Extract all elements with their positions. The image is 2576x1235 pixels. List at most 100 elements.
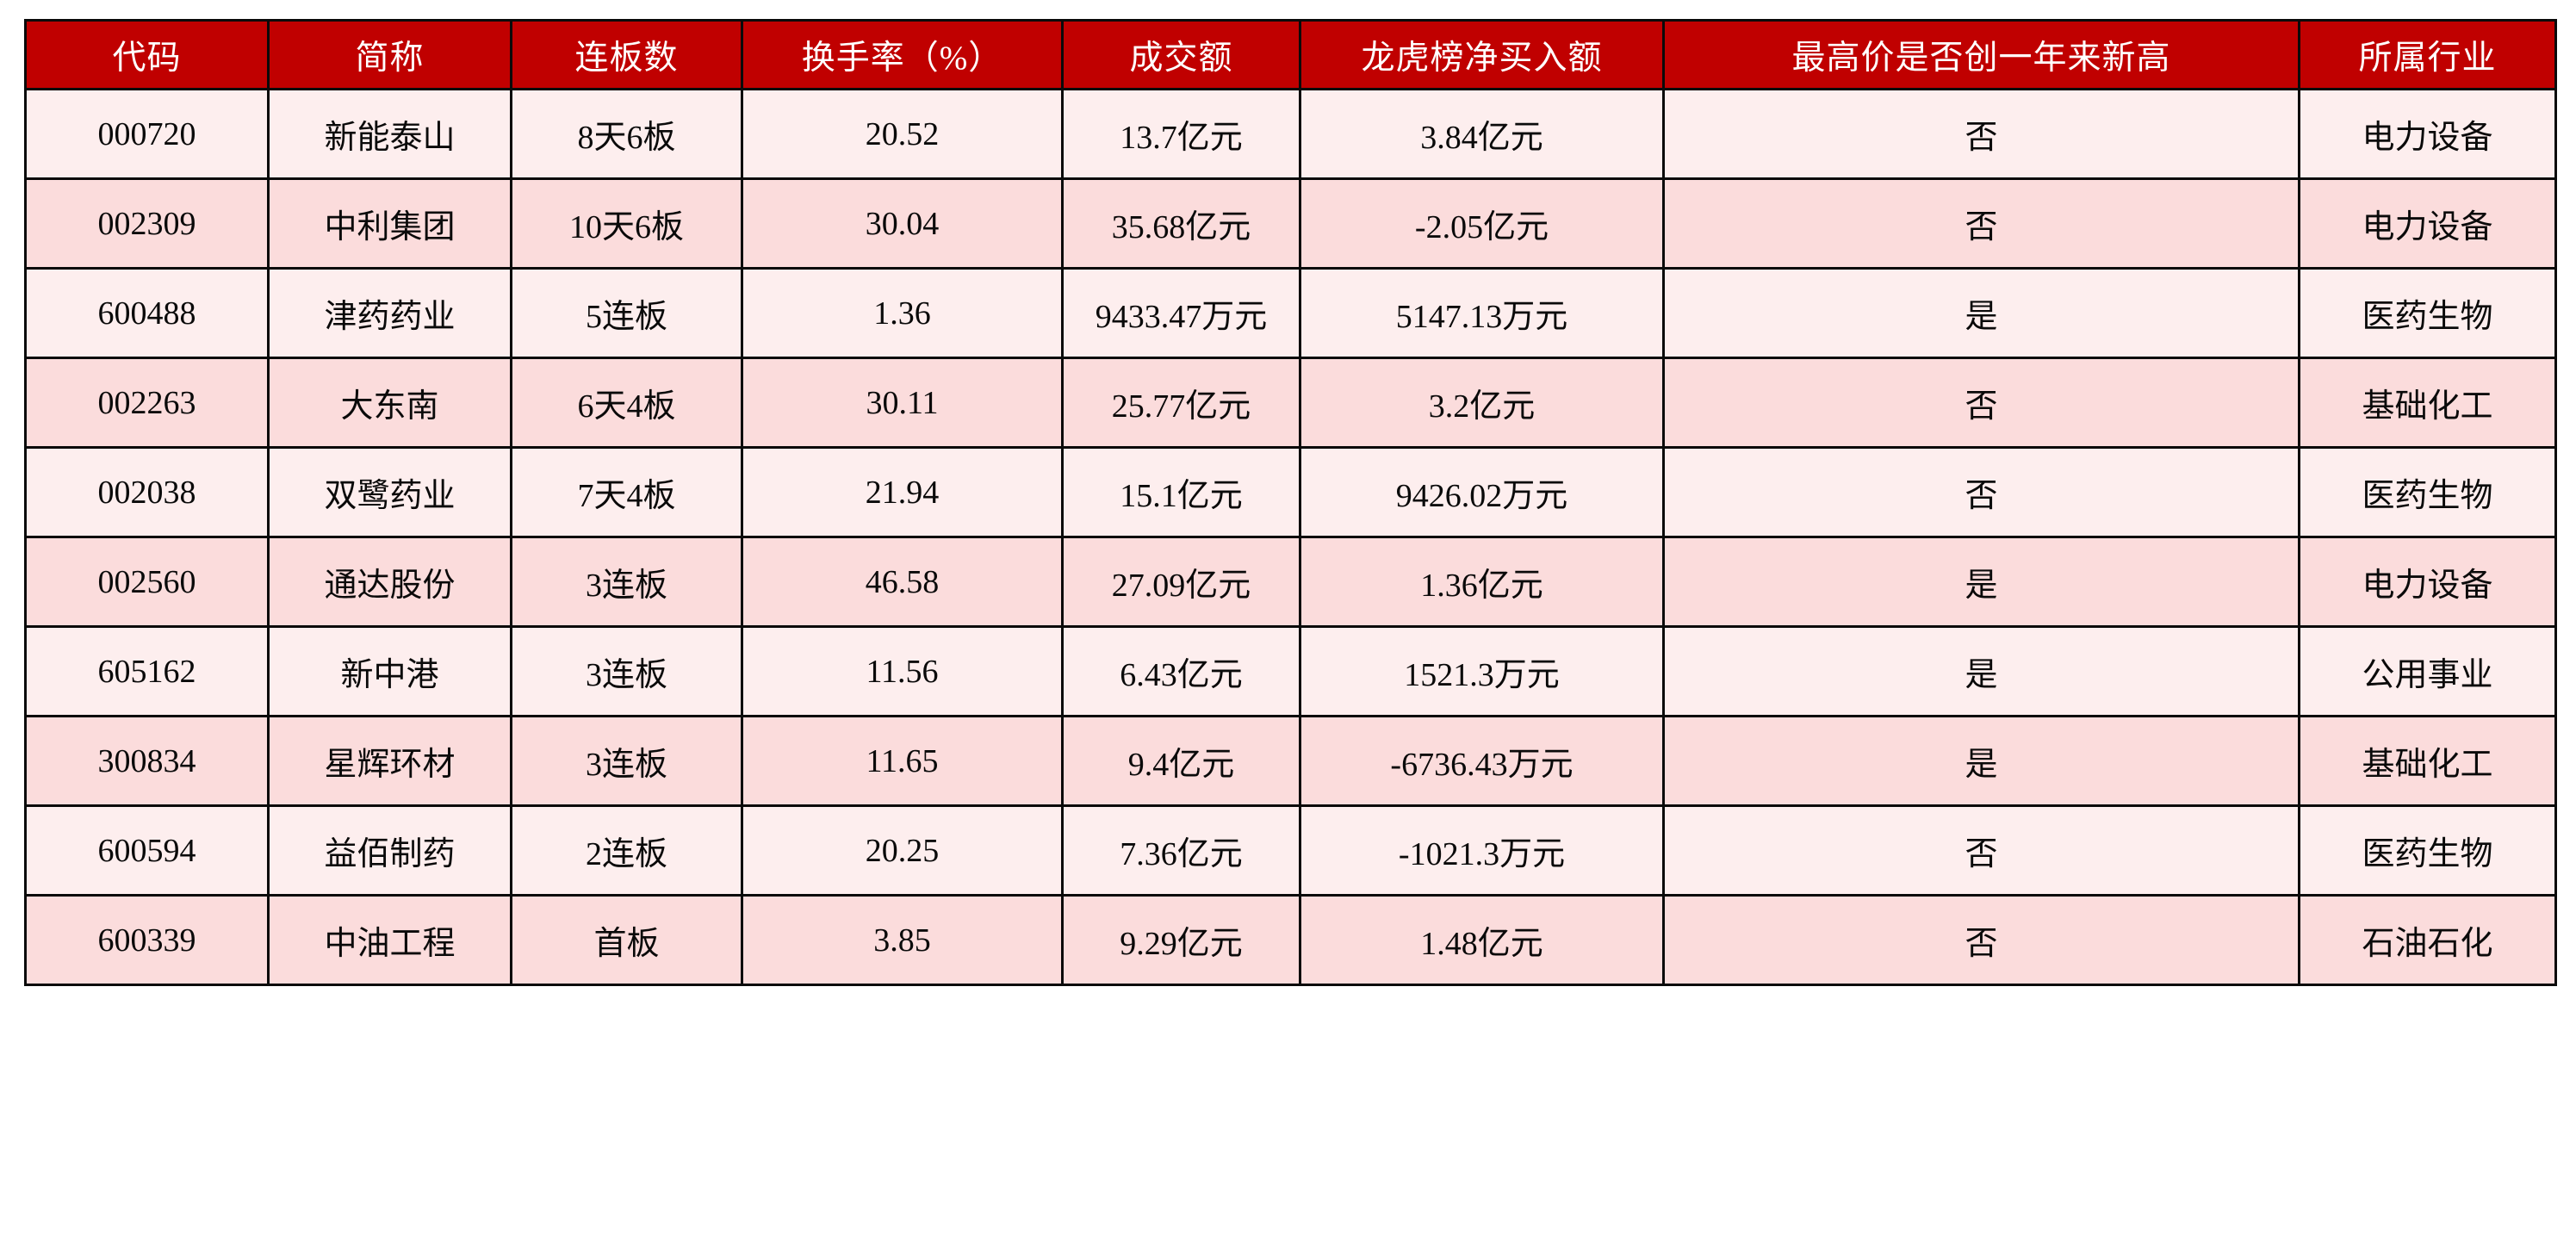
cell-industry: 公用事业 [2298, 625, 2557, 717]
cell-boards: 3连板 [510, 625, 743, 717]
cell-new-high: 否 [1662, 177, 2300, 270]
cell-boards: 7天4板 [510, 446, 743, 538]
column-header-industry[interactable]: 所属行业 [2298, 19, 2557, 90]
cell-boards: 首板 [510, 894, 743, 986]
cell-amount: 13.7亿元 [1061, 88, 1301, 180]
table-row[interactable]: 002038 双鹭药业 7天4板 21.94 15.1亿元 9426.02万元 … [24, 446, 2557, 538]
cell-new-high: 是 [1662, 536, 2300, 628]
cell-amount: 9.29亿元 [1061, 894, 1301, 986]
cell-lhb-net-buy: 1.48亿元 [1299, 894, 1665, 986]
cell-amount: 6.43亿元 [1061, 625, 1301, 717]
cell-code: 002263 [24, 357, 270, 449]
cell-boards: 8天6板 [510, 88, 743, 180]
cell-lhb-net-buy: 1521.3万元 [1299, 625, 1665, 717]
column-header-new-high[interactable]: 最高价是否创一年来新高 [1662, 19, 2300, 90]
cell-industry: 石油石化 [2298, 894, 2557, 986]
cell-code: 002309 [24, 177, 270, 270]
cell-turnover-rate: 3.85 [741, 894, 1064, 986]
table-body: 000720 新能泰山 8天6板 20.52 13.7亿元 3.84亿元 否 电… [24, 88, 2557, 986]
cell-amount: 9.4亿元 [1061, 715, 1301, 807]
cell-code: 000720 [24, 88, 270, 180]
cell-turnover-rate: 11.56 [741, 625, 1064, 717]
cell-name: 大东南 [267, 357, 512, 449]
cell-new-high: 否 [1662, 804, 2300, 897]
cell-amount: 15.1亿元 [1061, 446, 1301, 538]
cell-name: 新能泰山 [267, 88, 512, 180]
cell-boards: 10天6板 [510, 177, 743, 270]
table-row[interactable]: 000720 新能泰山 8天6板 20.52 13.7亿元 3.84亿元 否 电… [24, 88, 2557, 180]
cell-industry: 医药生物 [2298, 804, 2557, 897]
cell-code: 600339 [24, 894, 270, 986]
cell-boards: 3连板 [510, 536, 743, 628]
cell-boards: 3连板 [510, 715, 743, 807]
table-row[interactable]: 600339 中油工程 首板 3.85 9.29亿元 1.48亿元 否 石油石化 [24, 894, 2557, 986]
cell-code: 600488 [24, 267, 270, 359]
cell-name: 益佰制药 [267, 804, 512, 897]
cell-code: 002038 [24, 446, 270, 538]
cell-turnover-rate: 30.04 [741, 177, 1064, 270]
cell-amount: 27.09亿元 [1061, 536, 1301, 628]
column-header-amount[interactable]: 成交额 [1061, 19, 1301, 90]
cell-name: 中利集团 [267, 177, 512, 270]
cell-industry: 基础化工 [2298, 715, 2557, 807]
cell-lhb-net-buy: 9426.02万元 [1299, 446, 1665, 538]
table-row[interactable]: 600488 津药药业 5连板 1.36 9433.47万元 5147.13万元… [24, 267, 2557, 359]
cell-lhb-net-buy: 5147.13万元 [1299, 267, 1665, 359]
cell-lhb-net-buy: -6736.43万元 [1299, 715, 1665, 807]
table-row[interactable]: 002309 中利集团 10天6板 30.04 35.68亿元 -2.05亿元 … [24, 177, 2557, 270]
cell-industry: 电力设备 [2298, 88, 2557, 180]
cell-boards: 2连板 [510, 804, 743, 897]
cell-amount: 25.77亿元 [1061, 357, 1301, 449]
cell-turnover-rate: 30.11 [741, 357, 1064, 449]
cell-turnover-rate: 11.65 [741, 715, 1064, 807]
cell-turnover-rate: 20.25 [741, 804, 1064, 897]
cell-lhb-net-buy: 3.2亿元 [1299, 357, 1665, 449]
table-row[interactable]: 600594 益佰制药 2连板 20.25 7.36亿元 -1021.3万元 否… [24, 804, 2557, 897]
table-header: 代码 简称 连板数 换手率（%） 成交额 龙虎榜净买入额 最高价是否创一年来新高… [24, 19, 2557, 90]
cell-industry: 医药生物 [2298, 267, 2557, 359]
cell-code: 605162 [24, 625, 270, 717]
cell-name: 星辉环材 [267, 715, 512, 807]
cell-new-high: 否 [1662, 357, 2300, 449]
cell-new-high: 否 [1662, 446, 2300, 538]
cell-code: 300834 [24, 715, 270, 807]
cell-industry: 基础化工 [2298, 357, 2557, 449]
cell-new-high: 否 [1662, 894, 2300, 986]
cell-lhb-net-buy: -2.05亿元 [1299, 177, 1665, 270]
column-header-name[interactable]: 简称 [267, 19, 512, 90]
cell-amount: 35.68亿元 [1061, 177, 1301, 270]
column-header-code[interactable]: 代码 [24, 19, 270, 90]
cell-new-high: 否 [1662, 88, 2300, 180]
cell-turnover-rate: 1.36 [741, 267, 1064, 359]
cell-new-high: 是 [1662, 625, 2300, 717]
column-header-boards[interactable]: 连板数 [510, 19, 743, 90]
cell-boards: 5连板 [510, 267, 743, 359]
header-row: 代码 简称 连板数 换手率（%） 成交额 龙虎榜净买入额 最高价是否创一年来新高… [24, 19, 2557, 90]
cell-lhb-net-buy: 3.84亿元 [1299, 88, 1665, 180]
cell-name: 通达股份 [267, 536, 512, 628]
cell-industry: 医药生物 [2298, 446, 2557, 538]
cell-name: 新中港 [267, 625, 512, 717]
table-row[interactable]: 300834 星辉环材 3连板 11.65 9.4亿元 -6736.43万元 是… [24, 715, 2557, 807]
cell-lhb-net-buy: -1021.3万元 [1299, 804, 1665, 897]
cell-turnover-rate: 20.52 [741, 88, 1064, 180]
cell-new-high: 是 [1662, 267, 2300, 359]
table-row[interactable]: 002560 通达股份 3连板 46.58 27.09亿元 1.36亿元 是 电… [24, 536, 2557, 628]
cell-amount: 9433.47万元 [1061, 267, 1301, 359]
cell-industry: 电力设备 [2298, 177, 2557, 270]
column-header-turnover-rate[interactable]: 换手率（%） [741, 19, 1064, 90]
cell-code: 002560 [24, 536, 270, 628]
cell-turnover-rate: 21.94 [741, 446, 1064, 538]
cell-amount: 7.36亿元 [1061, 804, 1301, 897]
cell-turnover-rate: 46.58 [741, 536, 1064, 628]
cell-industry: 电力设备 [2298, 536, 2557, 628]
cell-name: 中油工程 [267, 894, 512, 986]
column-header-lhb-net-buy[interactable]: 龙虎榜净买入额 [1299, 19, 1665, 90]
table-row[interactable]: 002263 大东南 6天4板 30.11 25.77亿元 3.2亿元 否 基础… [24, 357, 2557, 449]
cell-code: 600594 [24, 804, 270, 897]
table-row[interactable]: 605162 新中港 3连板 11.56 6.43亿元 1521.3万元 是 公… [24, 625, 2557, 717]
cell-lhb-net-buy: 1.36亿元 [1299, 536, 1665, 628]
cell-name: 双鹭药业 [267, 446, 512, 538]
cell-new-high: 是 [1662, 715, 2300, 807]
